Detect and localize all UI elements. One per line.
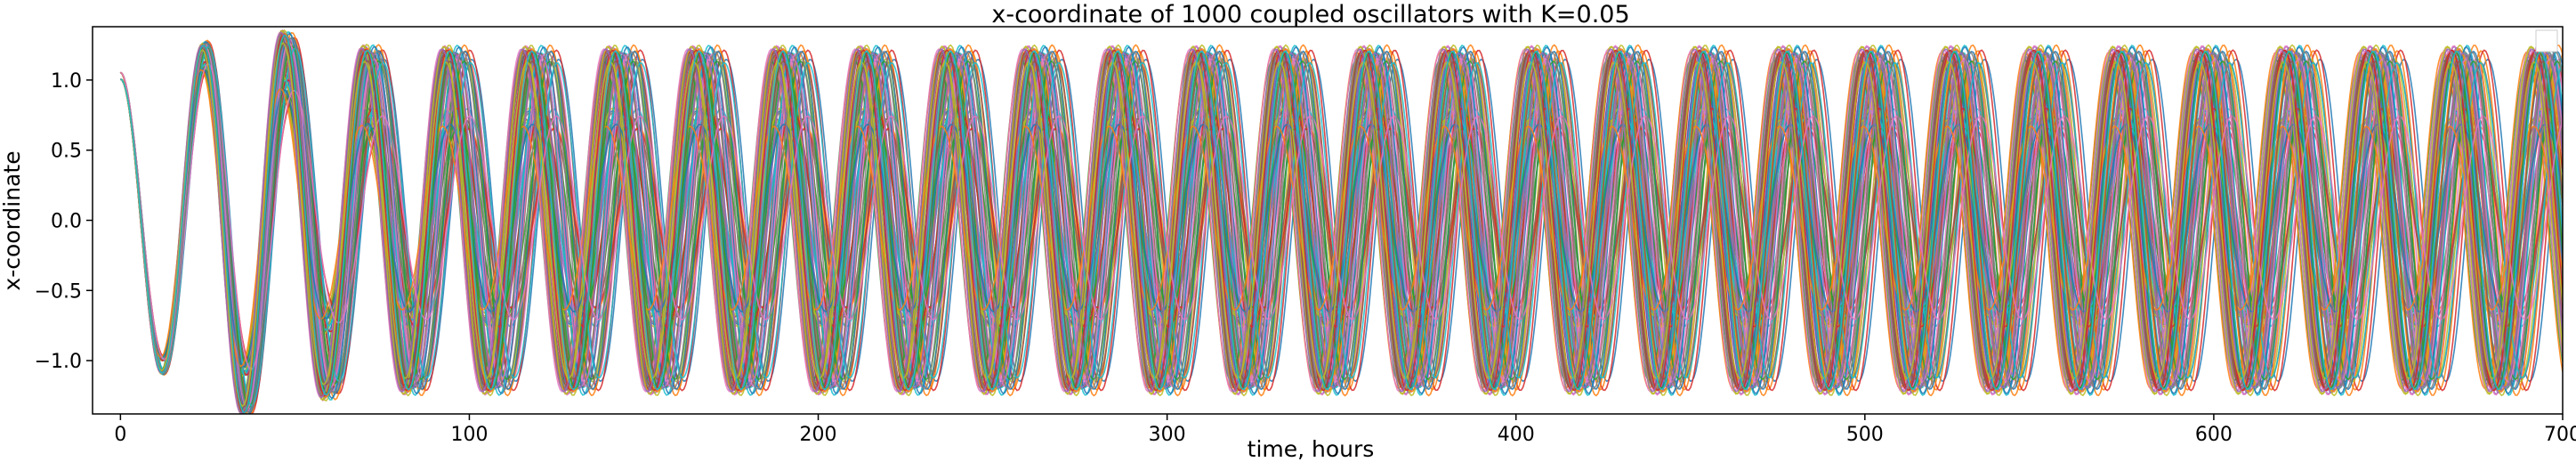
y-tick-label: −0.5 bbox=[35, 280, 82, 303]
legend-box bbox=[2535, 29, 2558, 53]
oscillator-line bbox=[120, 36, 2563, 414]
oscillator-line bbox=[120, 45, 2563, 409]
x-tick-label: 600 bbox=[2195, 424, 2233, 446]
x-axis-label: time, hours bbox=[1248, 436, 1375, 462]
y-axis-ticks: −1.0 −0.5 0.0 0.5 1.0 bbox=[35, 70, 93, 373]
x-tick-label: 200 bbox=[800, 424, 837, 446]
x-axis-ticks: 0 100 200 300 400 500 600 700 bbox=[114, 414, 2576, 446]
y-tick-label: −1.0 bbox=[35, 351, 82, 373]
oscillator-line bbox=[120, 34, 2563, 414]
chart-title: x-coordinate of 1000 coupled oscillators… bbox=[991, 1, 1629, 28]
oscillator-line bbox=[120, 46, 2563, 407]
x-tick-label: 300 bbox=[1149, 424, 1186, 446]
oscillator-line bbox=[120, 33, 2563, 414]
oscillator-line bbox=[120, 29, 2563, 414]
oscillator-line bbox=[119, 69, 2563, 368]
x-tick-label: 400 bbox=[1498, 424, 1535, 446]
oscillator-line bbox=[120, 36, 2563, 413]
x-tick-label: 500 bbox=[1846, 424, 1884, 446]
y-tick-label: 1.0 bbox=[51, 70, 82, 93]
y-tick-label: 0.0 bbox=[51, 211, 82, 233]
x-tick-label: 700 bbox=[2544, 424, 2576, 446]
y-axis-label: x-coordinate bbox=[0, 150, 25, 290]
x-tick-label: 0 bbox=[114, 424, 126, 446]
oscillator-lines bbox=[119, 28, 2563, 414]
oscillator-line bbox=[120, 42, 2563, 409]
x-tick-label: 100 bbox=[450, 424, 488, 446]
y-tick-label: 0.5 bbox=[51, 141, 82, 163]
